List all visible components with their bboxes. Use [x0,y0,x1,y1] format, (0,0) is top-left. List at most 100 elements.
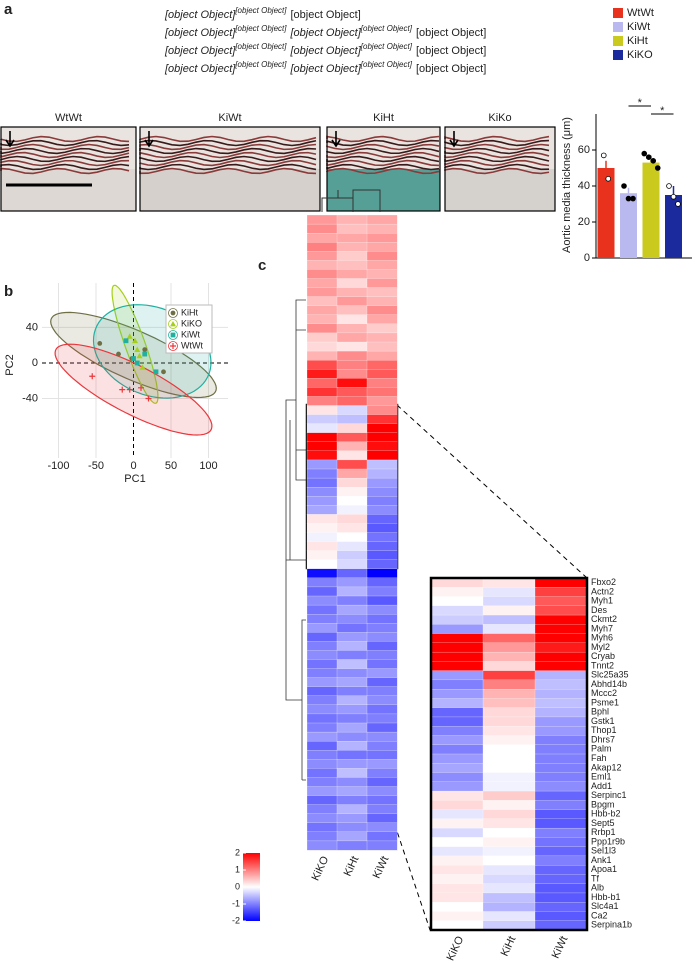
heatmap-cell [336,269,368,279]
genotype-text: [object Object] [164,27,236,39]
column-dendrogram [321,189,381,212]
elastic-lamina [0,139,130,147]
row-label: Ckmt2 [591,614,617,624]
heatmap-cell [336,822,368,833]
arrow [5,131,15,148]
heatmap-cell [430,809,484,820]
heatmap-cell [306,586,338,597]
heatmap-cell [336,541,368,552]
heatmap-cell [336,405,368,415]
heatmap-cell [482,577,536,588]
y-axis-label: PC2 [4,354,16,375]
column-label: KiWt [371,854,392,880]
x-tick-label: -50 [88,460,104,472]
legend-ring [168,341,178,351]
elastic-lamina [139,135,317,143]
data-point [670,194,677,200]
heatmap-cell [306,532,338,542]
heatmap-cell [534,763,588,773]
heatmap-cell [430,707,484,718]
heatmap-cell [306,623,338,633]
heatmap-cell [336,414,368,425]
heatmap-cell [336,550,368,561]
heatmap-cell [430,781,484,792]
heatmap-cell [306,387,338,397]
genotype-text: [object Object] [234,6,287,15]
row-label: Add1 [591,781,612,791]
heatmap-cell [430,679,484,690]
heatmap-cell [366,414,398,425]
heatmap-cell [366,532,398,542]
heatmap-cell [306,650,338,660]
heatmap-cell [366,668,398,679]
y-axis-label: Aortic media thickness (μm) [561,117,573,253]
heatmap-cell [306,214,338,225]
heatmap-cell [430,605,484,616]
data-point [650,158,657,164]
heatmap-cell [336,369,368,379]
heatmap-cell [306,314,338,325]
heatmap-cell [306,595,338,606]
legend-label: WtWt [627,7,654,19]
heatmap-cell [534,790,588,801]
row-label: Myh1 [591,596,613,606]
heatmap-cell [534,651,588,662]
colorbar-label: 1 [235,864,240,874]
heatmap-cell [306,641,338,651]
elastic-lamina [444,167,550,175]
heatmap-cell [306,759,338,769]
bar [620,193,637,258]
heatmap-cell [336,360,368,370]
heatmap-cell [534,596,588,607]
heatmap-cell [534,744,588,755]
confidence-ellipse [111,284,159,404]
heatmap-cell [430,892,484,903]
panel-label: c [258,257,266,274]
arrow [331,131,341,148]
heatmap-cell [366,314,398,325]
x-tick-label: 100 [199,460,217,472]
heatmap-cell [482,772,536,783]
elastic-lamina [139,163,317,171]
colorbar-label: -1 [232,898,240,908]
heatmap-cell [366,260,398,270]
heatmap-cell [306,296,338,307]
heatmap-cell [430,726,484,736]
heatmap-cell [534,855,588,866]
row-label: Serpinc1 [591,790,627,800]
heatmap-cell [366,296,398,307]
heatmap-cell [366,441,398,452]
heatmap-cell [336,278,368,288]
heatmap-cell [336,314,368,325]
heatmap-cell [366,332,398,343]
data-point [666,183,672,189]
heatmap-cell [534,614,588,625]
data-point [675,201,681,207]
legend-ring [168,330,178,340]
heatmap-cell [430,827,484,838]
row-label: Myh6 [591,633,613,643]
heatmap-cell [306,795,338,806]
heatmap-cell [534,707,588,718]
heatmap-cell [306,541,338,552]
heatmap-cell [534,837,588,848]
data-point [645,154,652,161]
heatmap-cell [306,360,338,370]
elastic-lamina [0,159,130,167]
heatmap-cell [306,369,338,379]
heatmap-cell [306,668,338,679]
data-point [153,369,159,375]
data-point [625,195,632,202]
elastic-lamina [326,151,440,159]
colorbar [243,853,260,921]
heatmap-cell [366,559,398,570]
data-point [641,150,648,157]
heatmap-cell [336,459,368,470]
micrograph-title: KiWt [218,112,241,124]
heatmap-cell [366,759,398,769]
heatmap-cell [534,735,588,746]
genotype-line: [object Object][object Object] [object Ob… [164,6,361,21]
heatmap-cell [534,772,588,783]
heatmap-cell [336,341,368,352]
heatmap-cell [306,514,338,524]
